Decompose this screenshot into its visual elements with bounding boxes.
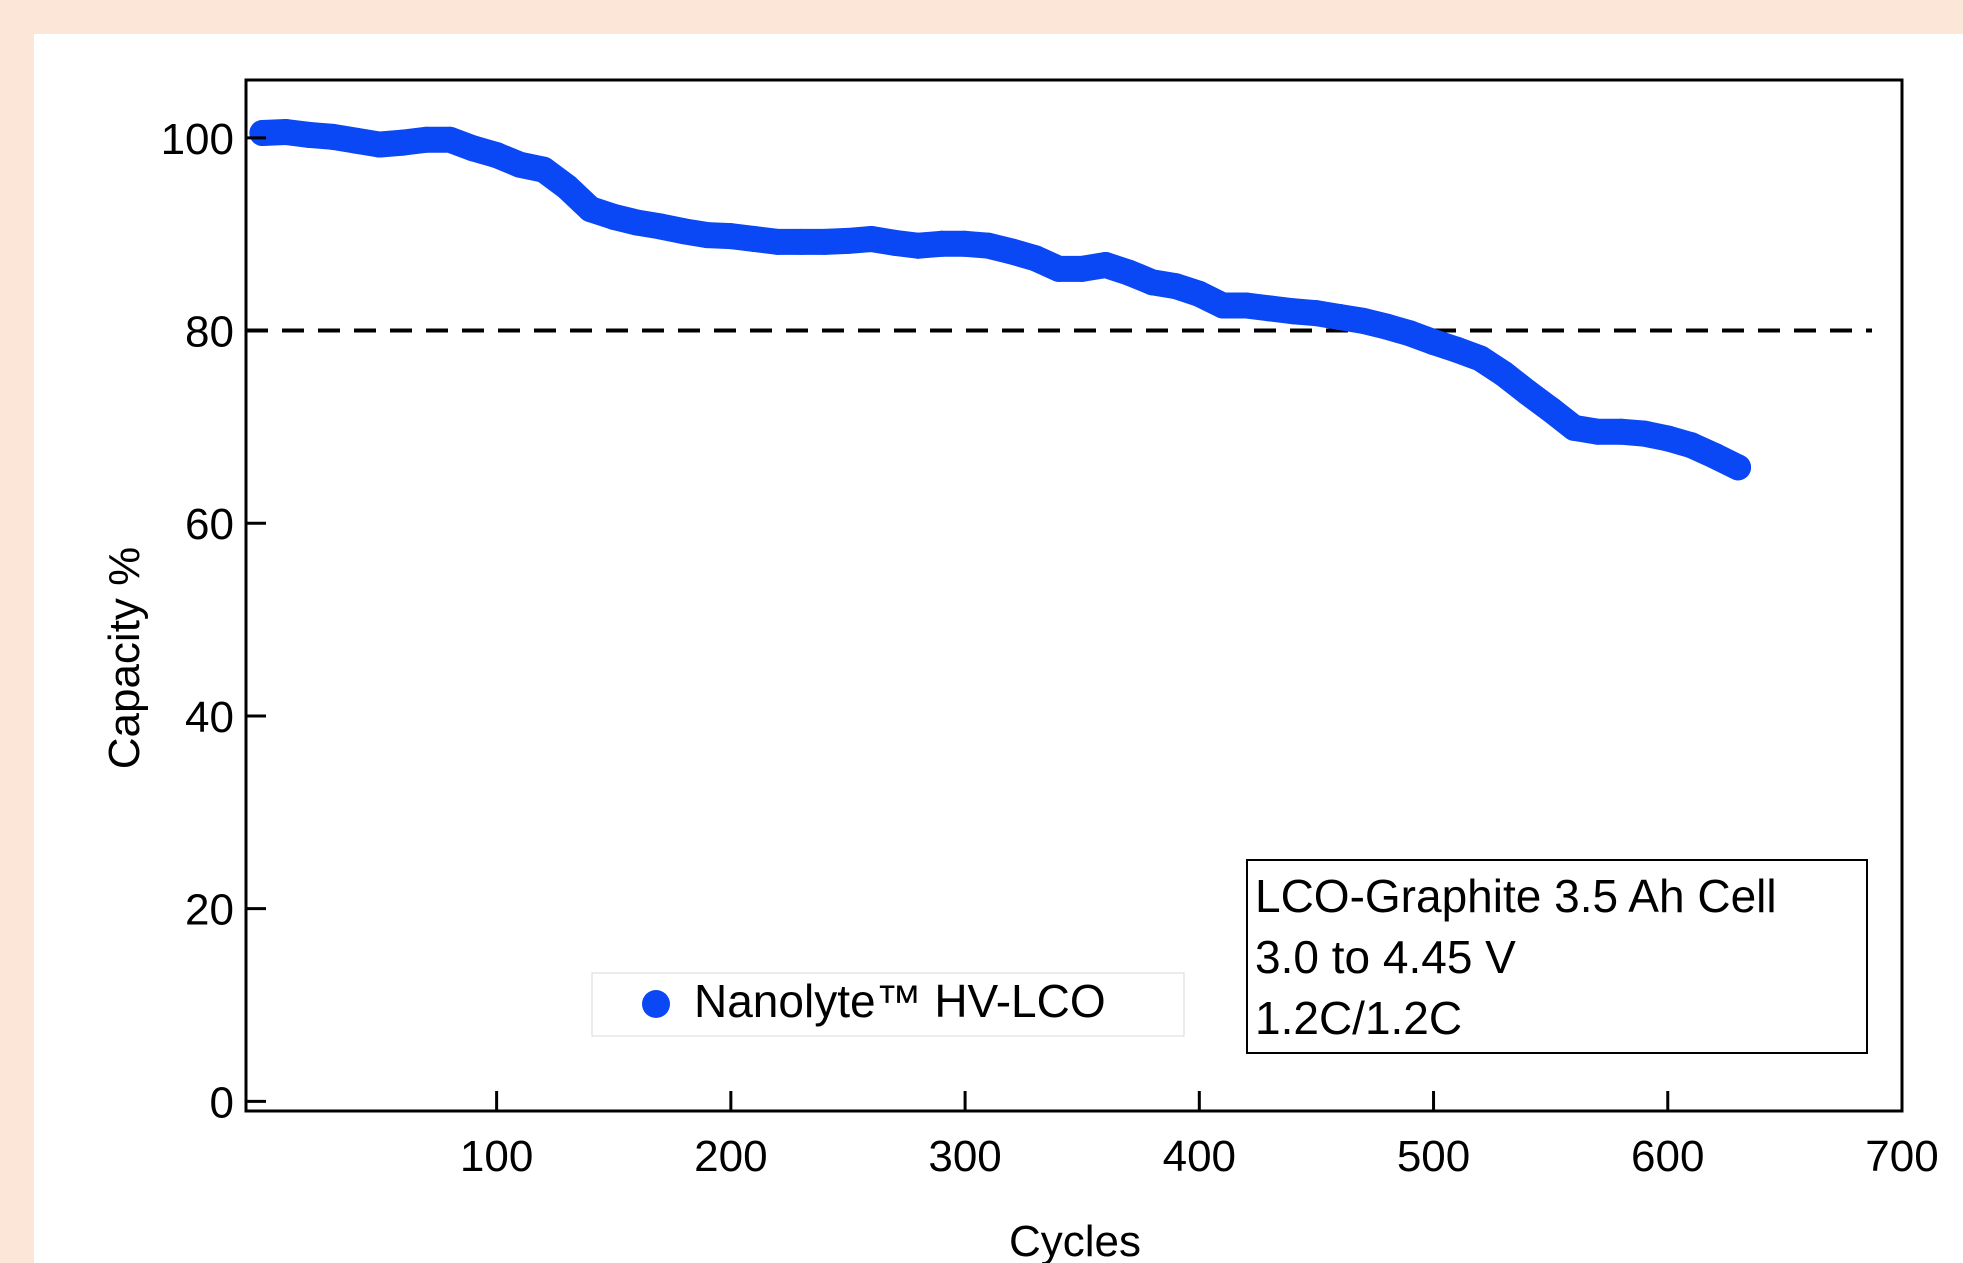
data-layer bbox=[249, 119, 1752, 481]
legend-marker bbox=[642, 990, 670, 1018]
data-point bbox=[1280, 298, 1307, 325]
data-point bbox=[1420, 329, 1447, 356]
data-point bbox=[1678, 432, 1705, 459]
data-point bbox=[694, 222, 721, 249]
data-point bbox=[1373, 313, 1400, 340]
cell-info-line-1: LCO-Graphite 3.5 Ah Cell bbox=[1255, 870, 1777, 922]
data-point bbox=[343, 127, 370, 154]
data-point bbox=[507, 151, 534, 178]
data-point bbox=[741, 225, 768, 252]
y-tick-label: 60 bbox=[185, 500, 234, 549]
x-tick-label: 400 bbox=[1163, 1132, 1236, 1181]
data-point bbox=[460, 135, 487, 162]
data-point bbox=[1116, 259, 1143, 286]
data-point bbox=[788, 228, 815, 255]
x-axis-label: Cycles bbox=[1009, 1217, 1141, 1263]
data-point bbox=[905, 232, 932, 259]
legend-box bbox=[591, 972, 1185, 1037]
data-point bbox=[389, 129, 416, 156]
data-point bbox=[1607, 418, 1634, 445]
data-point bbox=[577, 196, 604, 223]
data-point bbox=[671, 218, 698, 245]
data-point bbox=[272, 119, 299, 146]
x-tick-label: 300 bbox=[928, 1132, 1001, 1181]
y-tick-label: 40 bbox=[185, 693, 234, 742]
data-point bbox=[600, 203, 627, 230]
data-point bbox=[1022, 245, 1049, 272]
y-tick-label: 20 bbox=[185, 886, 234, 935]
data-point bbox=[1209, 292, 1236, 319]
y-tick-label: 0 bbox=[210, 1078, 234, 1127]
data-point bbox=[296, 121, 323, 148]
data-point bbox=[1350, 307, 1377, 334]
data-point bbox=[928, 230, 955, 257]
cell-info-box: LCO-Graphite 3.5 Ah Cell 3.0 to 4.45 V 1… bbox=[1246, 859, 1868, 1054]
chart-frame: 100 200 300 400 500 600 700 0 20 40 60 80 100 Nanoly… bbox=[34, 34, 1963, 1263]
data-point bbox=[1186, 280, 1213, 307]
axes-layer: 100 200 300 400 500 600 700 0 20 40 60 80 100 bbox=[161, 115, 1939, 1181]
x-tick-label: 200 bbox=[694, 1132, 767, 1181]
data-point bbox=[1069, 255, 1096, 282]
data-point bbox=[1326, 304, 1353, 331]
data-point bbox=[1631, 420, 1658, 447]
legend-label: Nanolyte™ HV-LCO bbox=[694, 975, 1106, 1027]
data-point bbox=[624, 209, 651, 236]
x-tick-label: 500 bbox=[1397, 1132, 1470, 1181]
data-point bbox=[858, 225, 885, 252]
data-point bbox=[553, 173, 580, 200]
data-point bbox=[1256, 295, 1283, 322]
data-point bbox=[647, 213, 674, 240]
data-point bbox=[413, 126, 440, 153]
cell-info-line-3: 1.2C/1.2C bbox=[1255, 992, 1462, 1044]
data-point bbox=[249, 119, 276, 146]
data-point bbox=[1467, 345, 1494, 372]
data-point bbox=[764, 228, 791, 255]
y-tick-label: 80 bbox=[185, 308, 234, 357]
data-point bbox=[1092, 252, 1119, 279]
legend: Nanolyte™ HV-LCO bbox=[591, 972, 1185, 1037]
data-point bbox=[1490, 360, 1517, 387]
data-point bbox=[881, 229, 908, 256]
data-point bbox=[1537, 396, 1564, 423]
data-point bbox=[975, 232, 1002, 259]
data-point bbox=[319, 123, 346, 150]
data-point bbox=[1701, 442, 1728, 469]
data-point bbox=[1654, 425, 1681, 452]
data-point bbox=[1303, 300, 1330, 327]
data-point bbox=[366, 131, 393, 158]
data-point bbox=[717, 223, 744, 250]
data-point bbox=[436, 126, 463, 153]
data-point bbox=[998, 238, 1025, 265]
data-point bbox=[811, 228, 838, 255]
y-axis-label: Capacity % bbox=[100, 547, 149, 770]
x-tick-label: 600 bbox=[1631, 1132, 1704, 1181]
y-tick-label: 100 bbox=[161, 115, 234, 164]
data-point bbox=[530, 156, 557, 183]
data-point bbox=[1045, 255, 1072, 282]
x-tick-label: 100 bbox=[460, 1132, 533, 1181]
data-point bbox=[1725, 454, 1752, 481]
data-point bbox=[1443, 336, 1470, 363]
cell-info-line-2: 3.0 to 4.45 V bbox=[1255, 931, 1516, 983]
data-point bbox=[1514, 379, 1541, 406]
data-point bbox=[1561, 414, 1588, 441]
data-point bbox=[952, 230, 979, 257]
capacity-chart: 100 200 300 400 500 600 700 0 20 40 60 80 100 Nanoly… bbox=[100, 78, 1939, 1263]
data-point bbox=[1397, 320, 1424, 347]
cell-info-frame bbox=[1246, 859, 1868, 1054]
data-point bbox=[1233, 292, 1260, 319]
data-point bbox=[834, 227, 861, 254]
data-point bbox=[483, 142, 510, 169]
x-tick-label: 700 bbox=[1865, 1132, 1938, 1181]
data-point bbox=[1162, 273, 1189, 300]
data-point bbox=[1139, 269, 1166, 296]
data-point bbox=[1584, 418, 1611, 445]
